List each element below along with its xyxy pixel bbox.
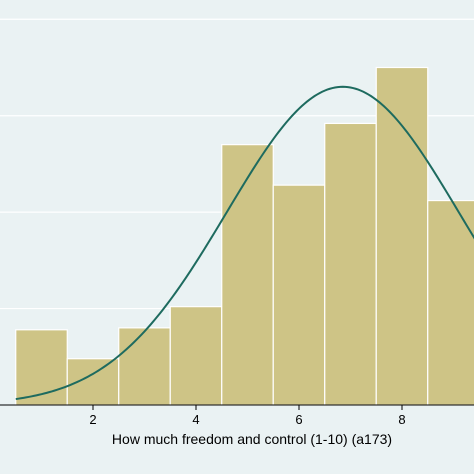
histogram-bar-2: [66, 358, 120, 406]
x-axis-ticks: 2 4 6 8: [89, 405, 406, 427]
histogram-bar-5: [221, 144, 274, 406]
histogram-bar-7: [324, 122, 377, 406]
histogram-bar-4: [169, 306, 223, 406]
histogram-bars: [15, 66, 474, 406]
x-tick-label-6: 6: [295, 412, 302, 427]
normal-density-curve: [15, 85, 474, 401]
x-tick-label-8: 8: [398, 412, 405, 427]
histogram-bar-8: [375, 66, 429, 406]
x-tick-label-4: 4: [192, 412, 199, 427]
histogram-bar-9: [427, 199, 474, 406]
x-axis-title: How much freedom and control (1-10) (a17…: [112, 431, 392, 447]
x-tick-label-2: 2: [89, 412, 96, 427]
histogram-bar-6: [272, 184, 326, 406]
histogram-bar-3: [118, 327, 171, 406]
